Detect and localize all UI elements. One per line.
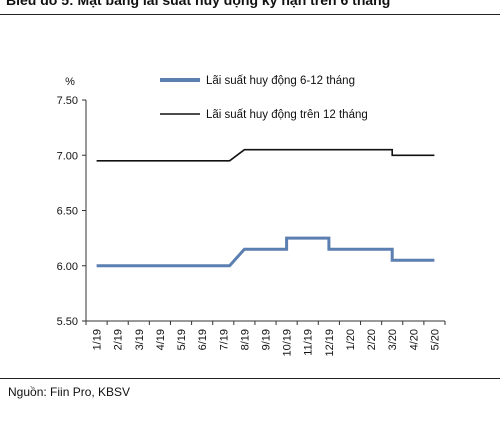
x-tick-label: 1/20	[345, 329, 357, 350]
x-tick-label: 10/19	[282, 329, 294, 357]
x-tick-label: 6/19	[197, 329, 209, 350]
y-tick-label: 6.00	[57, 261, 78, 273]
source-note: Nguồn: Fiin Pro, KBSV	[8, 385, 131, 399]
x-tick-label: 8/19	[239, 329, 251, 350]
x-tick-label: 3/20	[387, 329, 399, 350]
legend-label-1: Lãi suất huy động 6-12 tháng	[206, 75, 355, 87]
x-tick-label: 3/19	[134, 329, 146, 350]
series-line-2	[96, 148, 435, 162]
series-line-1	[96, 236, 435, 268]
y-tick-label: 6.50	[57, 206, 78, 218]
x-tick-label: 2/20	[366, 329, 378, 350]
x-tick-label: 9/19	[261, 329, 273, 350]
chart-title: Biểu đồ 5: Mặt bằng lãi suất huy động kỳ…	[6, 0, 391, 8]
legend-label-2: Lãi suất huy động trên 12 tháng	[206, 109, 368, 121]
x-tick-label: 12/19	[324, 329, 336, 357]
x-tick-label: 5/20	[429, 329, 441, 350]
bottom-divider	[0, 378, 500, 379]
x-axis: 1/19 2/19 3/19 4/19 5/19 6/19 7/19 8/19 9/19 10/1…	[85, 320, 446, 357]
y-axis: 5.50 6.00 6.50 7.00 7.50	[57, 95, 87, 328]
top-divider	[0, 14, 500, 15]
y-axis-unit: %	[65, 76, 75, 88]
x-tick-label: 4/19	[155, 329, 167, 350]
y-tick-label: 7.50	[57, 95, 78, 107]
legend: Lãi suất huy động 6-12 tháng Lãi suất huy…	[160, 75, 368, 121]
x-tick-label: 7/19	[218, 329, 230, 350]
x-tick-label: 5/19	[176, 329, 188, 350]
series-lines	[96, 148, 435, 268]
y-tick-label: 5.50	[57, 316, 78, 328]
x-tick-label: 4/20	[408, 329, 420, 350]
x-tick-label: 2/19	[113, 329, 125, 350]
x-tick-label: 1/19	[92, 329, 104, 350]
y-tick-label: 7.00	[57, 150, 78, 162]
x-tick-label: 11/19	[303, 329, 315, 356]
